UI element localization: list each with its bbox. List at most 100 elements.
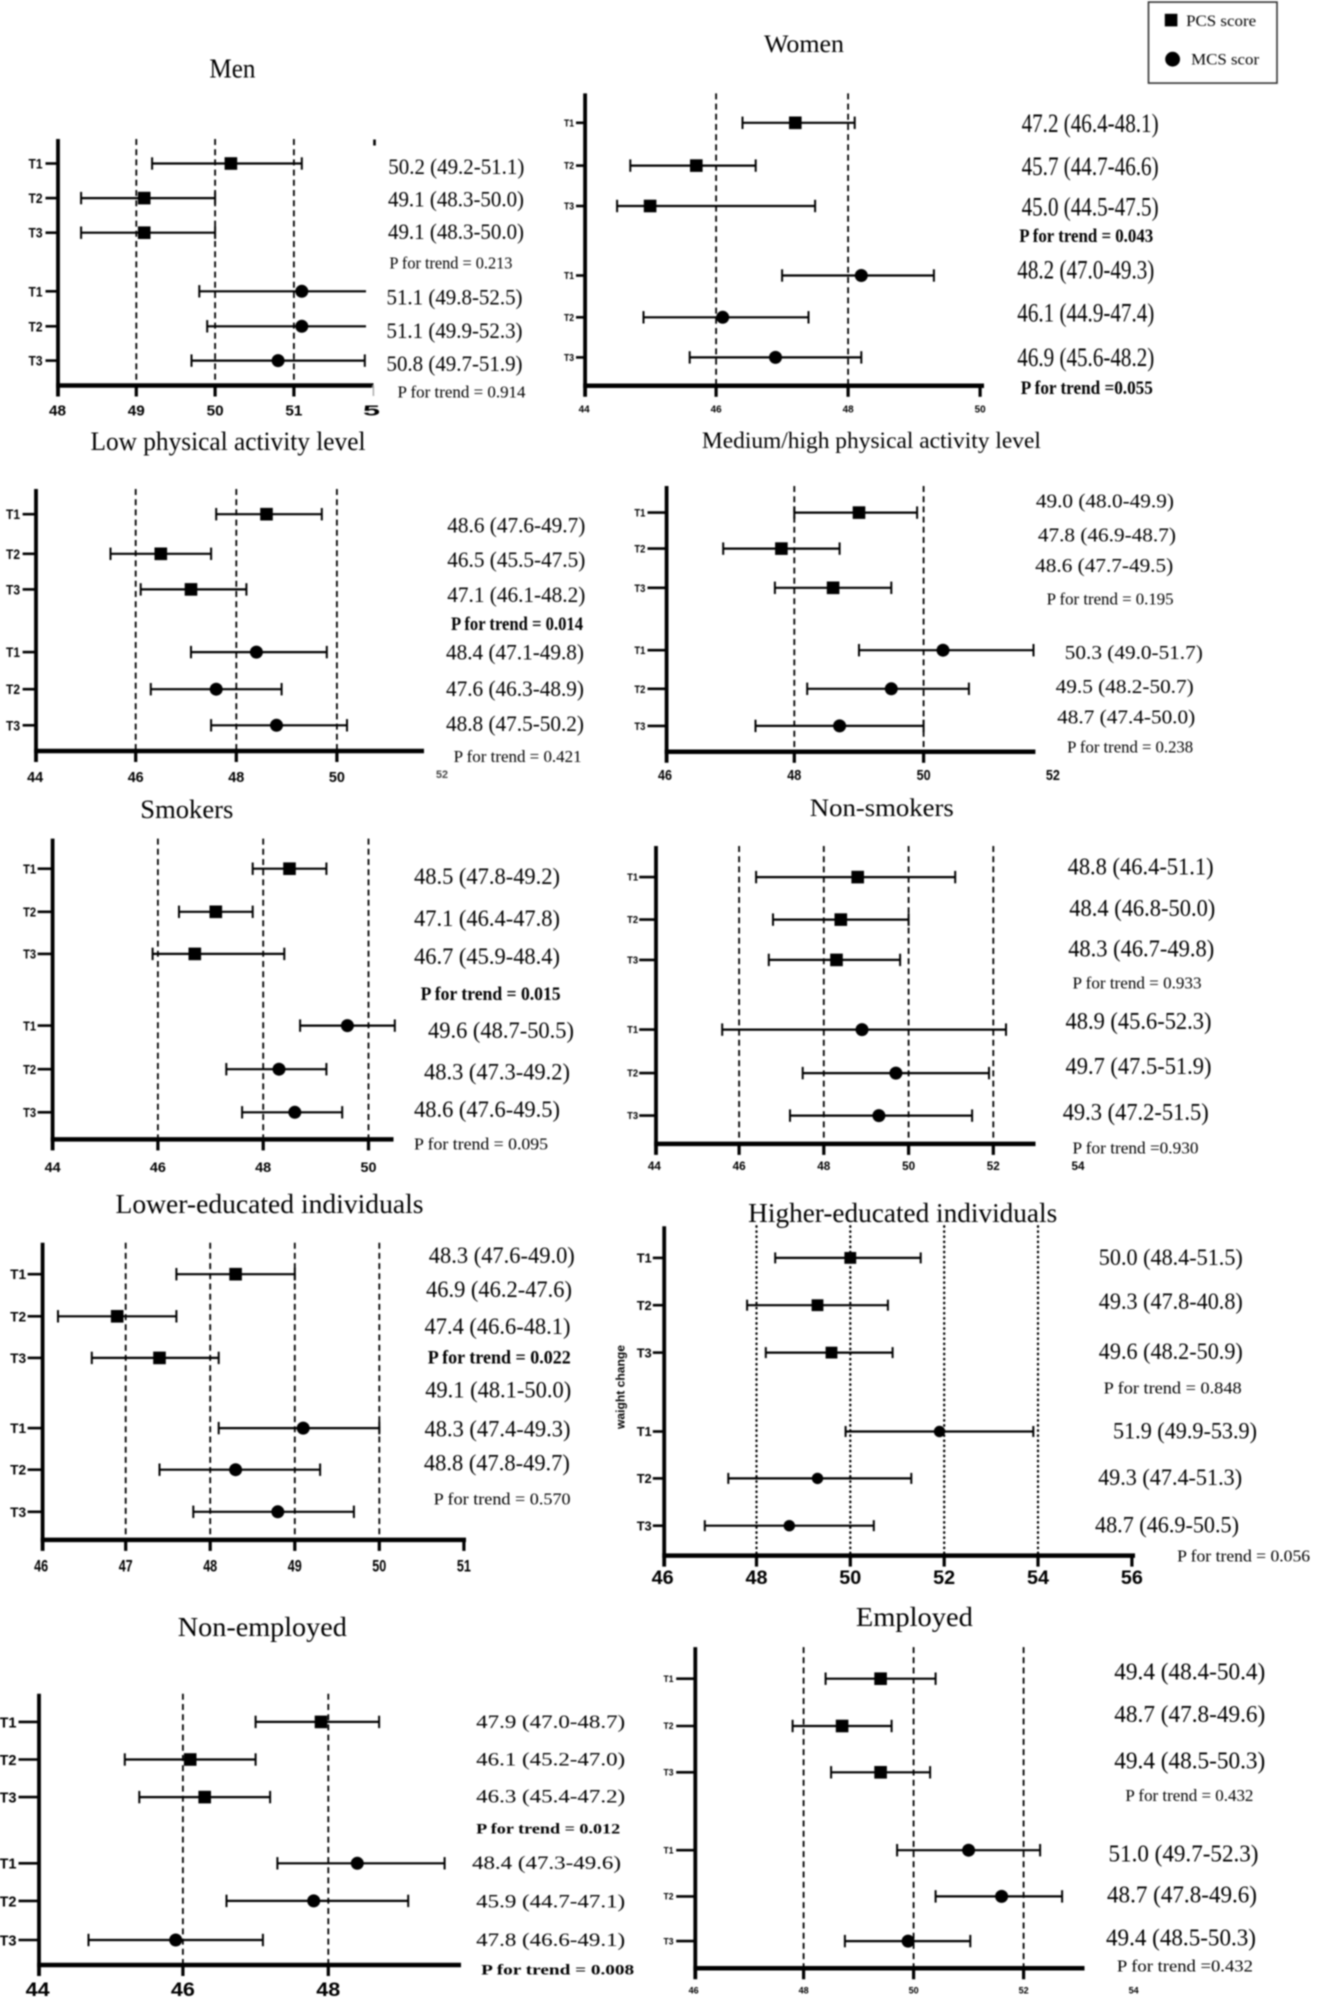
svg-text:T3: T3: [664, 1936, 674, 1946]
svg-text:P for trend = 0.095: P for trend = 0.095: [414, 1135, 548, 1154]
svg-text:T2: T2: [627, 1069, 638, 1080]
svg-text:T3: T3: [23, 947, 36, 962]
svg-text:T2: T2: [634, 544, 645, 556]
svg-text:Low physical activity level: Low physical activity level: [91, 427, 366, 456]
svg-text:Smokers: Smokers: [140, 795, 233, 824]
svg-text:46: 46: [711, 405, 723, 416]
svg-text:45.0 (44.5-47.5): 45.0 (44.5-47.5): [1022, 192, 1159, 221]
svg-text:T2: T2: [6, 546, 20, 562]
svg-text:46.1 (44.9-47.4): 46.1 (44.9-47.4): [1017, 299, 1154, 328]
svg-text:46.5 (45.5-47.5): 46.5 (45.5-47.5): [447, 547, 585, 572]
svg-text:T3: T3: [0, 1790, 17, 1807]
svg-text:T1: T1: [637, 1251, 652, 1266]
svg-text:T3: T3: [6, 581, 20, 597]
svg-text:51: 51: [457, 1557, 471, 1576]
svg-text:T1: T1: [29, 156, 43, 172]
svg-text:T2: T2: [10, 1462, 26, 1478]
svg-text:P for trend =0.055: P for trend =0.055: [1021, 379, 1153, 399]
svg-text:49.4 (48.4-50.4): 49.4 (48.4-50.4): [1114, 1660, 1265, 1686]
svg-text:P for trend = 0.015: P for trend = 0.015: [421, 985, 561, 1005]
svg-text:45.7 (44.7-46.6): 45.7 (44.7-46.6): [1022, 152, 1159, 181]
svg-text:48.6 (47.6-49.5): 48.6 (47.6-49.5): [414, 1097, 560, 1123]
svg-text:T3: T3: [10, 1350, 26, 1366]
svg-text:48.3 (47.3-49.2): 48.3 (47.3-49.2): [424, 1060, 570, 1086]
svg-text:T3: T3: [29, 225, 43, 241]
svg-text:46.1 (45.2-47.0): 46.1 (45.2-47.0): [476, 1749, 625, 1770]
svg-text:51.9 (49.9-53.9): 51.9 (49.9-53.9): [1113, 1419, 1257, 1445]
svg-text:T2: T2: [23, 905, 36, 920]
svg-text:49: 49: [128, 402, 145, 419]
svg-text:T1: T1: [634, 645, 645, 657]
svg-text:T1: T1: [10, 1420, 26, 1436]
svg-text:48: 48: [49, 402, 66, 419]
svg-text:49.6 (48.7-50.5): 49.6 (48.7-50.5): [428, 1018, 574, 1044]
svg-text:T3: T3: [664, 1768, 674, 1778]
svg-text:T1: T1: [637, 1424, 652, 1439]
svg-text:49.5 (48.2-50.7): 49.5 (48.2-50.7): [1056, 676, 1194, 698]
svg-text:P for trend = 0.914: P for trend = 0.914: [398, 382, 526, 401]
svg-text:T2: T2: [664, 1892, 674, 1902]
svg-text:48: 48: [799, 1985, 809, 1995]
svg-text:50.2 (49.2-51.1): 50.2 (49.2-51.1): [388, 154, 524, 179]
svg-text:49.4 (48.5-50.3): 49.4 (48.5-50.3): [1114, 1749, 1265, 1775]
svg-text:T3: T3: [29, 353, 43, 369]
svg-text:47: 47: [119, 1557, 133, 1576]
svg-text:T2: T2: [6, 681, 20, 697]
svg-text:48.3 (47.6-49.0): 48.3 (47.6-49.0): [429, 1243, 575, 1268]
svg-text:50.3 (49.0-51.7): 50.3 (49.0-51.7): [1065, 642, 1203, 664]
svg-text:48: 48: [787, 768, 801, 784]
svg-text:49.4 (48.5-50.3): 49.4 (48.5-50.3): [1106, 1926, 1256, 1952]
svg-text:47.9 (47.0-48.7): 47.9 (47.0-48.7): [476, 1712, 625, 1733]
svg-text:T2: T2: [23, 1062, 36, 1077]
svg-text:52: 52: [436, 769, 448, 781]
svg-text:T2: T2: [664, 1721, 674, 1731]
svg-text:PCS score: PCS score: [1186, 13, 1256, 30]
svg-text:T2: T2: [0, 1752, 17, 1769]
svg-text:50: 50: [372, 1557, 386, 1576]
svg-text:T3: T3: [6, 717, 20, 733]
svg-text:T1: T1: [23, 1018, 36, 1033]
svg-text:48: 48: [316, 1980, 340, 2000]
svg-text:Higher-educated individuals: Higher-educated individuals: [748, 1198, 1057, 1228]
svg-text:48.4 (47.1-49.8): 48.4 (47.1-49.8): [446, 640, 584, 665]
svg-text:44: 44: [579, 405, 591, 416]
svg-text:51.1 (49.9-52.3): 51.1 (49.9-52.3): [387, 318, 523, 343]
svg-text:44: 44: [648, 1159, 661, 1173]
svg-text:49.1 (48.3-50.0): 49.1 (48.3-50.0): [388, 219, 524, 244]
svg-text:51.0 (49.7-52.3): 51.0 (49.7-52.3): [1109, 1842, 1259, 1868]
svg-text:48.6 (47.6-49.7): 48.6 (47.6-49.7): [447, 513, 585, 538]
svg-text:T2: T2: [564, 313, 574, 324]
svg-text:49.0 (48.0-49.9): 49.0 (48.0-49.9): [1036, 491, 1174, 513]
svg-text:Lower-educated individuals: Lower-educated individuals: [116, 1189, 424, 1219]
svg-text:P for trend =0.432: P for trend =0.432: [1117, 1957, 1253, 1976]
svg-text:T1: T1: [564, 118, 574, 129]
svg-text:5: 5: [363, 402, 380, 419]
svg-text:49.3 (47.2-51.5): 49.3 (47.2-51.5): [1063, 1100, 1209, 1126]
svg-text:P for trend = 0.848: P for trend = 0.848: [1104, 1378, 1242, 1397]
svg-text:50: 50: [361, 1159, 377, 1175]
svg-text:46.9 (46.2-47.6): 46.9 (46.2-47.6): [426, 1277, 572, 1302]
svg-text:52: 52: [1019, 1985, 1029, 1995]
svg-text:48.4 (46.8-50.0): 48.4 (46.8-50.0): [1069, 896, 1215, 922]
svg-text:P for trend = 0.043: P for trend = 0.043: [1019, 227, 1153, 247]
svg-text:P for trend = 0.213: P for trend = 0.213: [389, 254, 512, 273]
svg-text:48.2 (47.0-49.3): 48.2 (47.0-49.3): [1017, 255, 1154, 284]
svg-text:45.9 (44.7-47.1): 45.9 (44.7-47.1): [476, 1892, 625, 1913]
svg-text:49.6 (48.2-50.9): 49.6 (48.2-50.9): [1099, 1339, 1243, 1365]
svg-text:50: 50: [909, 1985, 919, 1995]
svg-text:48.7 (46.9-50.5): 48.7 (46.9-50.5): [1095, 1513, 1239, 1539]
svg-text:T2: T2: [637, 1298, 652, 1313]
svg-text:48: 48: [843, 405, 855, 416]
svg-text:Non-employed: Non-employed: [178, 1612, 348, 1642]
svg-text:49.1 (48.1-50.0): 49.1 (48.1-50.0): [425, 1377, 571, 1402]
svg-text:56: 56: [1121, 1568, 1143, 1589]
svg-text:47.8 (46.6-49.1): 47.8 (46.6-49.1): [476, 1930, 625, 1951]
svg-text:Employed: Employed: [856, 1602, 974, 1632]
svg-text:T2: T2: [10, 1308, 26, 1324]
svg-text:T1: T1: [6, 506, 20, 522]
svg-text:P for trend = 0.933: P for trend = 0.933: [1073, 973, 1202, 992]
svg-text:T2: T2: [637, 1471, 652, 1486]
svg-text:46: 46: [733, 1159, 746, 1173]
svg-text:Men: Men: [209, 54, 255, 84]
svg-text:waight change: waight change: [616, 1345, 628, 1430]
